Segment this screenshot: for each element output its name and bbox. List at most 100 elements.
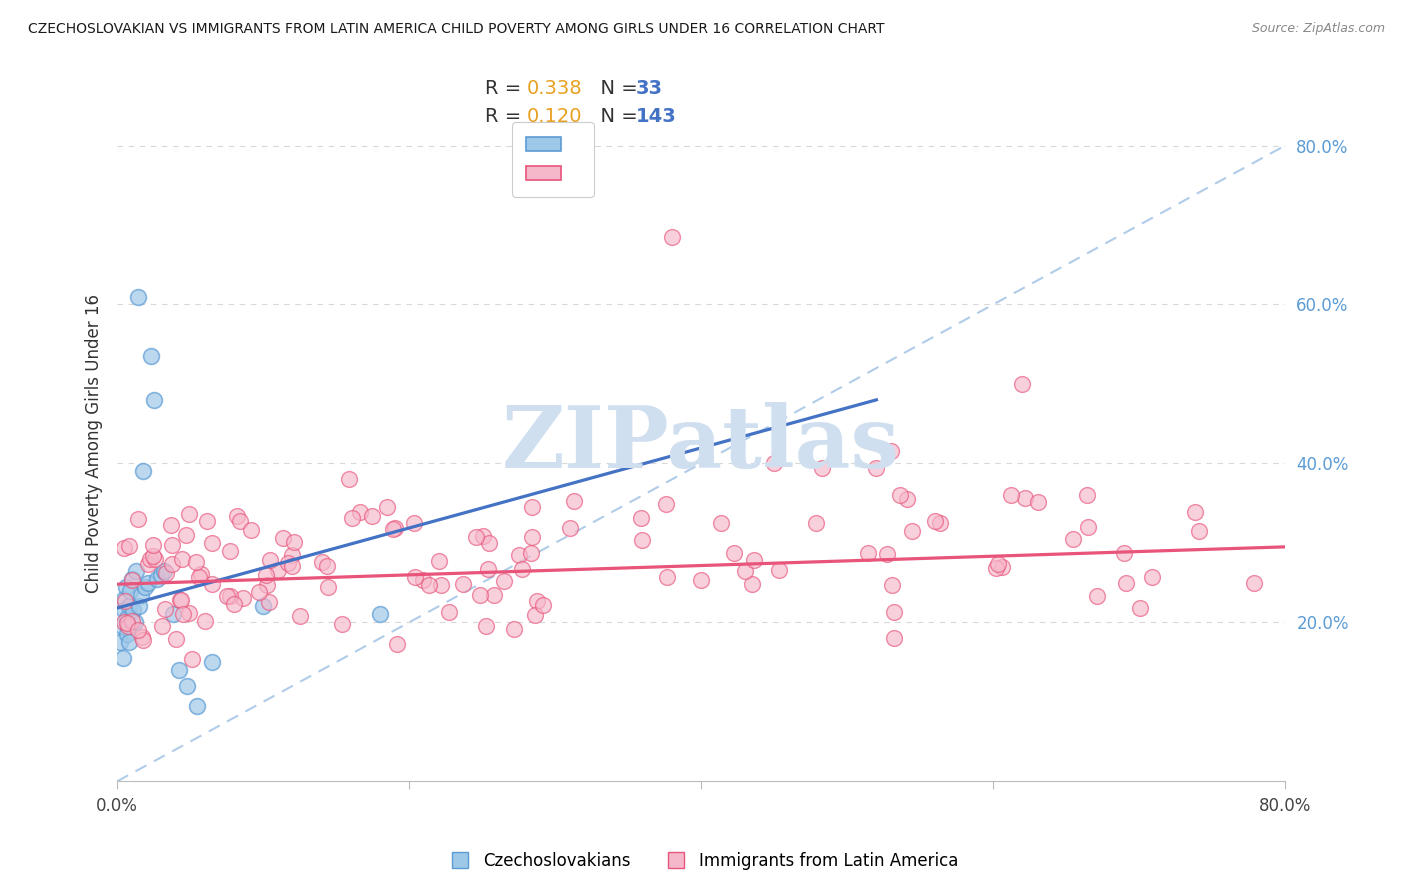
Point — [153, 564, 176, 578]
Point — [142, 538, 165, 552]
Point — [219, 544, 242, 558]
Point — [316, 580, 339, 594]
Point — [257, 595, 280, 609]
Point — [744, 553, 766, 567]
Point — [129, 588, 152, 602]
Point — [1129, 600, 1152, 615]
Point — [254, 568, 277, 582]
Point — [562, 493, 585, 508]
Point — [138, 551, 160, 566]
Point — [160, 557, 183, 571]
Point — [429, 554, 451, 568]
Point — [661, 230, 683, 244]
Point — [127, 623, 149, 637]
Point — [127, 512, 149, 526]
Point — [1062, 532, 1084, 546]
Point — [118, 635, 141, 649]
Point — [150, 619, 173, 633]
Point — [177, 607, 200, 621]
Point — [1114, 546, 1136, 560]
Point — [531, 598, 554, 612]
Point — [283, 535, 305, 549]
Point — [508, 549, 530, 563]
Point — [655, 497, 678, 511]
Text: 0.120: 0.120 — [527, 107, 582, 126]
Point — [741, 577, 763, 591]
Point — [477, 561, 499, 575]
Point — [143, 552, 166, 566]
Point — [1076, 488, 1098, 502]
Point — [290, 608, 312, 623]
Text: R =: R = — [485, 107, 527, 126]
Point — [162, 607, 184, 622]
Point — [512, 562, 534, 576]
Point — [112, 541, 135, 556]
Point — [882, 578, 904, 592]
Text: 0.338: 0.338 — [527, 78, 583, 97]
Point — [170, 593, 193, 607]
Point — [167, 663, 190, 677]
Point — [520, 500, 543, 515]
Point — [526, 594, 548, 608]
Point — [929, 516, 952, 531]
Point — [114, 603, 136, 617]
Text: Source: ZipAtlas.com: Source: ZipAtlas.com — [1251, 22, 1385, 36]
Point — [172, 607, 194, 621]
Point — [484, 588, 506, 602]
Point — [159, 518, 181, 533]
Point — [402, 516, 425, 530]
Point — [404, 570, 426, 584]
Point — [360, 508, 382, 523]
Point — [132, 632, 155, 647]
Point — [876, 547, 898, 561]
Point — [412, 573, 434, 587]
Point — [201, 576, 224, 591]
Point — [120, 583, 142, 598]
Point — [1184, 505, 1206, 519]
Point — [115, 616, 138, 631]
Text: R =: R = — [485, 78, 527, 97]
Point — [117, 627, 139, 641]
Point — [429, 578, 451, 592]
Point — [201, 536, 224, 550]
Point — [520, 530, 543, 544]
Point — [987, 557, 1010, 571]
Point — [127, 289, 149, 303]
Point — [186, 698, 208, 713]
Point — [990, 559, 1012, 574]
Point — [524, 608, 547, 623]
Point — [188, 570, 211, 584]
Point — [1011, 376, 1033, 391]
Legend: , : , — [512, 122, 593, 197]
Point — [112, 615, 135, 630]
Point — [142, 549, 165, 563]
Legend: Czechoslovakians, Immigrants from Latin America: Czechoslovakians, Immigrants from Latin … — [441, 846, 965, 877]
Point — [502, 622, 524, 636]
Point — [768, 563, 790, 577]
Point — [340, 511, 363, 525]
Point — [155, 566, 177, 580]
Point — [259, 553, 281, 567]
Point — [115, 580, 138, 594]
Point — [689, 573, 711, 587]
Text: 33: 33 — [636, 78, 662, 97]
Point — [160, 538, 183, 552]
Point — [879, 444, 901, 458]
Point — [239, 523, 262, 537]
Point — [418, 578, 440, 592]
Point — [112, 651, 135, 665]
Point — [118, 599, 141, 614]
Point — [252, 599, 274, 614]
Point — [179, 507, 201, 521]
Point — [734, 564, 756, 578]
Point — [478, 535, 501, 549]
Point — [437, 605, 460, 619]
Point — [190, 567, 212, 582]
Point — [451, 577, 474, 591]
Point — [132, 464, 155, 478]
Point — [121, 614, 143, 628]
Point — [1243, 575, 1265, 590]
Point — [136, 558, 159, 572]
Text: 143: 143 — [636, 107, 676, 126]
Point — [108, 635, 131, 649]
